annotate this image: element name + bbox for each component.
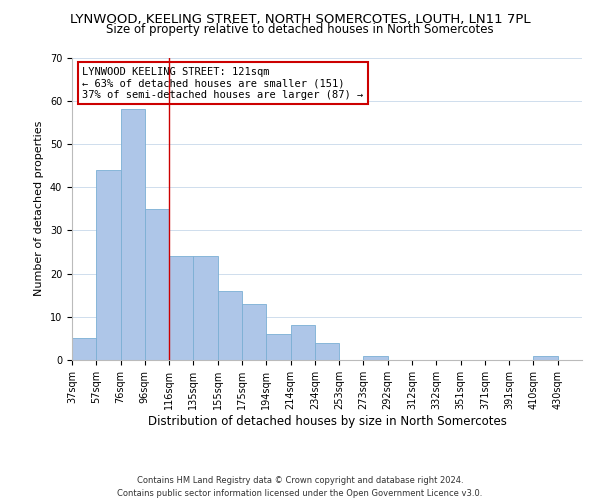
Bar [533, 356, 558, 360]
X-axis label: Distribution of detached houses by size in North Somercotes: Distribution of detached houses by size … [148, 414, 506, 428]
Bar [96, 170, 121, 360]
Bar [193, 256, 218, 360]
Text: LYNWOOD KEELING STREET: 121sqm
← 63% of detached houses are smaller (151)
37% of: LYNWOOD KEELING STREET: 121sqm ← 63% of … [82, 66, 364, 100]
Bar [169, 256, 193, 360]
Bar [121, 110, 145, 360]
Text: LYNWOOD, KEELING STREET, NORTH SOMERCOTES, LOUTH, LN11 7PL: LYNWOOD, KEELING STREET, NORTH SOMERCOTE… [70, 12, 530, 26]
Y-axis label: Number of detached properties: Number of detached properties [34, 121, 44, 296]
Bar [218, 291, 242, 360]
Bar [315, 342, 339, 360]
Text: Contains HM Land Registry data © Crown copyright and database right 2024.
Contai: Contains HM Land Registry data © Crown c… [118, 476, 482, 498]
Bar [72, 338, 96, 360]
Text: Size of property relative to detached houses in North Somercotes: Size of property relative to detached ho… [106, 22, 494, 36]
Bar [266, 334, 290, 360]
Bar [290, 326, 315, 360]
Bar [364, 356, 388, 360]
Bar [242, 304, 266, 360]
Bar [145, 209, 169, 360]
